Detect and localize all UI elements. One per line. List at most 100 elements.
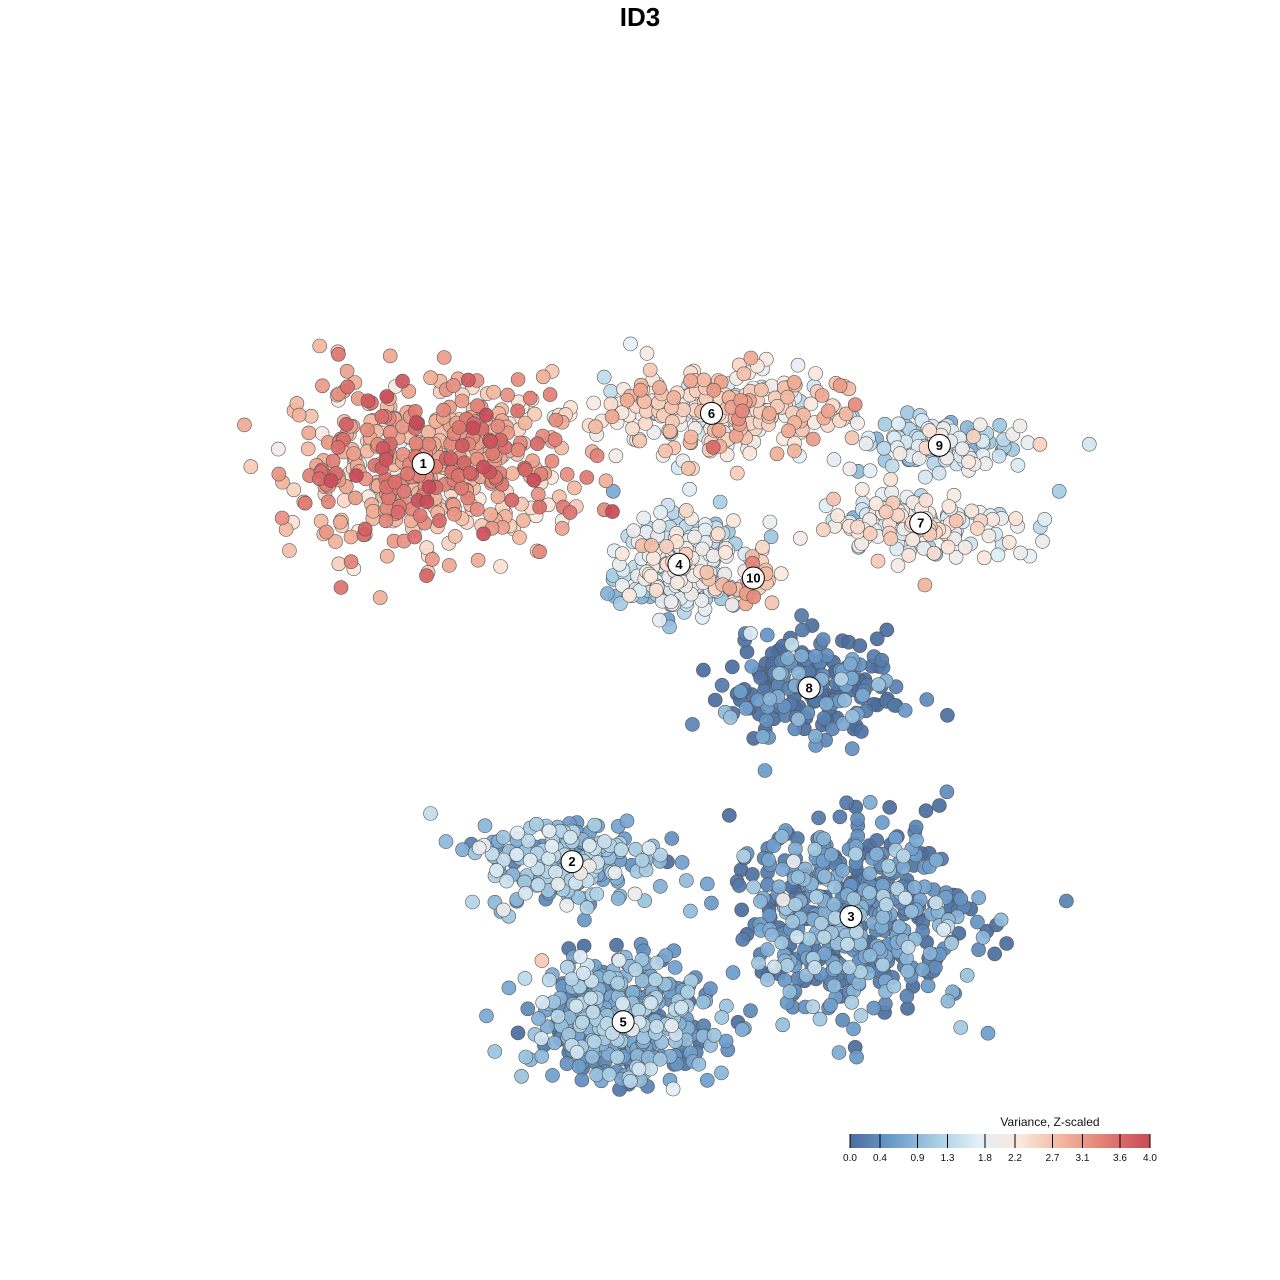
cell-point [343, 554, 359, 570]
cell-point [443, 451, 459, 466]
cell-point [892, 446, 908, 461]
cell-point [790, 869, 806, 885]
cell-point [584, 1049, 600, 1065]
cell-point [589, 1067, 604, 1083]
cell-point [683, 373, 698, 389]
cluster-label-4: 4 [667, 552, 691, 576]
cell-point [879, 622, 895, 638]
cell-point [312, 338, 328, 354]
cluster-label-text: 9 [936, 438, 943, 453]
cell-point [483, 434, 498, 449]
cell-point [869, 631, 885, 647]
cell-point [653, 847, 668, 863]
cell-point [601, 1067, 617, 1082]
cell-point [541, 851, 556, 866]
cell-point [832, 378, 848, 393]
cell-point [878, 504, 894, 520]
cell-point [512, 530, 527, 545]
cell-point [531, 1011, 546, 1026]
cell-point [357, 521, 373, 537]
cell-point [931, 465, 947, 481]
cell-point [320, 494, 336, 510]
cell-point [339, 416, 354, 432]
cell-point [643, 568, 659, 584]
cell-point [840, 936, 855, 952]
cell-point [518, 1049, 534, 1065]
cell-point [835, 863, 850, 878]
cell-point [940, 707, 955, 723]
cell-point [395, 373, 410, 389]
cell-point [636, 510, 652, 526]
cell-point [781, 423, 796, 439]
cell-point [605, 504, 620, 519]
cell-point [918, 492, 934, 508]
cell-point [673, 1000, 689, 1015]
cell-point [890, 881, 905, 897]
cell-point [530, 436, 545, 452]
cell-point [959, 968, 975, 983]
cell-point [611, 952, 627, 968]
cell-point [476, 526, 491, 542]
cell-point [819, 696, 834, 712]
cell-point [485, 446, 501, 461]
cell-point [614, 578, 630, 593]
cell-point [725, 965, 741, 980]
cell-point [874, 652, 890, 668]
cell-point [794, 648, 809, 664]
cell-point [499, 873, 515, 889]
cell-point [862, 463, 878, 479]
cell-point [638, 416, 653, 431]
cell-point [953, 891, 969, 907]
cell-point [339, 363, 355, 379]
cell-point [944, 935, 959, 951]
cell-point [858, 436, 874, 452]
cell-point [743, 350, 759, 366]
cell-point [932, 798, 947, 813]
cell-point [695, 994, 711, 1010]
cell-point [237, 417, 252, 433]
cell-point [753, 670, 768, 686]
cell-point [775, 1017, 791, 1033]
cell-point [465, 420, 481, 436]
cell-point [734, 1022, 750, 1037]
cell-point [610, 975, 626, 991]
cell-point [755, 729, 771, 744]
cell-point [441, 558, 457, 573]
cell-point [483, 507, 498, 522]
cell-point [721, 808, 737, 823]
cell-point [596, 369, 612, 385]
cell-point [500, 387, 515, 403]
cell-point [589, 886, 605, 902]
legend-tick-label: 0.4 [873, 1153, 887, 1164]
cell-point [1035, 534, 1050, 549]
cell-point [755, 539, 770, 555]
cell-point [869, 846, 884, 862]
cell-point [652, 380, 667, 395]
cell-point [559, 897, 575, 913]
cell-point [761, 406, 777, 421]
cluster-label-1: 1 [411, 452, 435, 476]
cell-point [632, 433, 648, 449]
cell-point [745, 867, 760, 882]
cell-point [767, 959, 782, 975]
cell-point [325, 453, 341, 469]
cell-point [518, 885, 533, 901]
cell-point [691, 1056, 707, 1072]
cell-point [470, 552, 486, 568]
cell-point [724, 659, 740, 675]
cell-point [826, 452, 842, 467]
cell-point [297, 495, 313, 511]
cell-point [847, 397, 863, 413]
cell-point [286, 482, 302, 498]
cell-point [845, 709, 860, 724]
cell-point [589, 448, 605, 464]
cell-point [763, 529, 779, 545]
cell-point [807, 842, 823, 857]
cell-point [911, 451, 927, 466]
cell-point [378, 452, 394, 467]
cell-point [853, 1008, 869, 1023]
cell-point [619, 813, 635, 829]
cell-point [509, 847, 525, 862]
cell-point [789, 929, 805, 945]
cell-point [659, 539, 674, 554]
